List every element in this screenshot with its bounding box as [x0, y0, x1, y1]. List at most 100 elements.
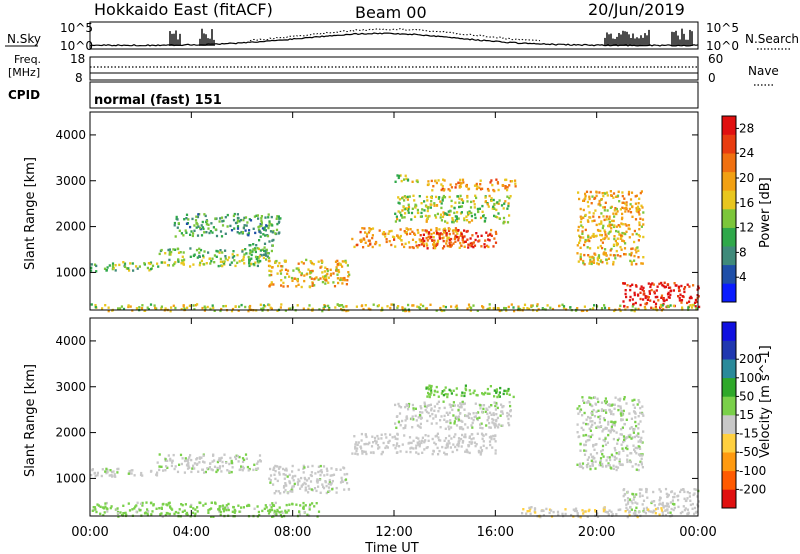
nsearch-tick-top: 10^5 [706, 21, 739, 35]
colorbar-tick-label: -15 [739, 427, 759, 441]
nsky-line [89, 32, 699, 47]
colorbar-segment [722, 377, 736, 397]
echo-region [576, 396, 645, 472]
echo-region [156, 247, 264, 268]
colorbar-segment [722, 264, 736, 284]
power-echoes [90, 174, 701, 313]
colorbar-tick-label: -50 [739, 445, 759, 459]
colorbar-tick-label: 50 [739, 389, 754, 403]
echo-region [394, 174, 419, 184]
colorbar-tick-label: 12 [739, 221, 754, 235]
echo-region [90, 261, 155, 273]
freq-panel-frame [89, 56, 699, 81]
power-y-axis-label: Slant Range [km] [23, 157, 38, 270]
y-tick-label: 1000 [55, 471, 86, 485]
colorbar-tick-label: 8 [739, 245, 747, 259]
x-tick-label: 08:00 [274, 525, 311, 540]
colorbar-tick-label: 24 [739, 146, 754, 160]
beam-label: Beam 00 [355, 3, 427, 22]
colorbar-tick-label: 200 [739, 352, 762, 366]
colorbar-segment [722, 340, 736, 360]
echo-region [394, 400, 512, 431]
y-tick-label: 3000 [55, 380, 86, 394]
y-tick-label: 2000 [55, 426, 86, 440]
x-tick-label: 04:00 [173, 525, 210, 540]
colorbar-frame [721, 115, 737, 303]
date-label: 20/Jun/2019 [588, 0, 685, 19]
velocity-panel-frame [89, 317, 699, 517]
cpid-label: CPID [8, 88, 40, 102]
echo-region [247, 238, 275, 261]
velocity-colorbar: -200 -100 -50 -15 15 50 100 200 [721, 321, 766, 509]
velocity-colorbar-label: Velocity [m s^-1] [758, 345, 773, 458]
nsky-tick-bottom: 10^0 [60, 39, 93, 53]
velocity-echoes [90, 384, 700, 519]
colorbar-tick-label: 16 [739, 196, 754, 210]
freq-tick-bottom: 8 [75, 71, 83, 85]
echo-region [90, 467, 159, 478]
nave-label: Nave [748, 64, 779, 78]
echo-region [268, 464, 351, 495]
echo-region [426, 178, 517, 193]
colorbar-segment [722, 489, 736, 509]
echo-region [419, 228, 498, 250]
freq-tick-top: 18 [70, 52, 85, 66]
colorbar-segment [722, 171, 736, 191]
colorbar-segment [722, 227, 736, 247]
y-tick-label: 4000 [55, 334, 86, 348]
echo-region [394, 194, 512, 225]
radar-title: Hokkaido East (fitACF) [94, 0, 273, 19]
freq-unit: [MHz] [8, 66, 40, 79]
power-y-axis: 1000 2000 3000 4000 [55, 128, 698, 279]
colorbar-tick-label: -100 [739, 464, 766, 478]
nsky-panel-frame [89, 21, 699, 50]
x-tick-label: 16:00 [477, 525, 514, 540]
colorbar-tick-label: 20 [739, 171, 754, 185]
colorbar-segment [722, 246, 736, 266]
colorbar-segment [722, 153, 736, 173]
power-colorbar: 4 8 12 16 20 24 28 [721, 115, 754, 303]
x-tick-label: 00:00 [679, 525, 716, 540]
time-axis: 00:00 04:00 08:00 12:00 16:00 20:00 00:00 [71, 112, 717, 540]
colorbar-tick-label: 100 [739, 371, 762, 385]
colorbar-tick-label: 15 [739, 408, 754, 422]
y-tick-label: 3000 [55, 174, 86, 188]
colorbar-segment [722, 209, 736, 228]
nsky-tick-top: 10^5 [60, 21, 93, 35]
colorbar-segment [722, 359, 736, 379]
echo-region [267, 258, 351, 289]
velocity-y-axis: 1000 2000 3000 4000 [55, 334, 698, 485]
echo-region [156, 453, 262, 474]
x-tick-label: 12:00 [375, 525, 412, 540]
y-tick-label: 2000 [55, 220, 86, 234]
colorbar-tick-label: -200 [739, 482, 766, 496]
nave-tick-bottom: 0 [708, 71, 716, 85]
echo-region [576, 190, 645, 266]
colorbar-segment [722, 116, 736, 135]
colorbar-segment [722, 283, 736, 303]
nsearch-tick-bottom: 10^0 [706, 39, 739, 53]
colorbar-segment [722, 190, 736, 210]
nave-tick-top: 60 [708, 52, 723, 66]
echo-region [351, 227, 466, 250]
power-colorbar-label: Power [dB] [758, 177, 773, 248]
echo-region [173, 212, 282, 238]
y-tick-label: 4000 [55, 128, 86, 142]
colorbar-segment [722, 322, 736, 341]
velocity-y-axis-label: Slant Range [km] [23, 364, 38, 477]
nsearch-label: N.Search [745, 32, 799, 46]
y-tick-label: 1000 [55, 265, 86, 279]
colorbar-tick-label: 28 [739, 121, 754, 135]
colorbar-segment [722, 134, 736, 154]
echo-region [425, 384, 515, 399]
x-tick-label: 20:00 [578, 525, 615, 540]
colorbar-segment [722, 396, 736, 416]
colorbar-segment [722, 415, 736, 434]
nsky-label: N.Sky [7, 32, 41, 46]
time-axis-label: Time UT [364, 541, 418, 554]
colorbar-segment [722, 452, 736, 472]
cpid-panel-frame [89, 81, 699, 109]
nsky-trace [89, 28, 699, 47]
echo-region [351, 432, 497, 456]
